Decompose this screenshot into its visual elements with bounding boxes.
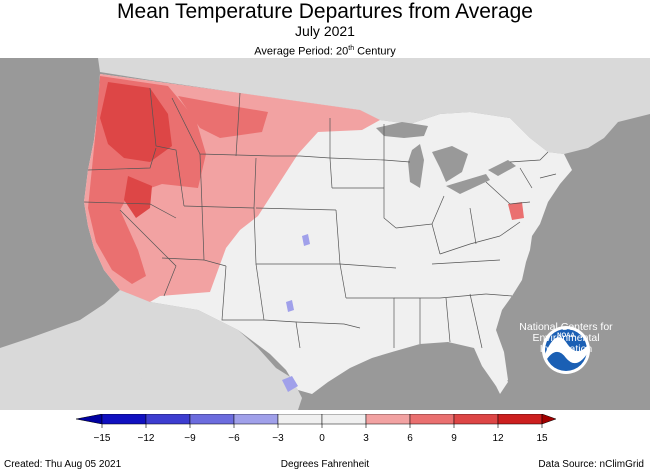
colorbar-under-arrow bbox=[75, 413, 103, 425]
colorbar-tick-label: 3 bbox=[363, 433, 369, 444]
average-period: Average Period: 20th Century bbox=[254, 45, 396, 58]
color-legend: −15 −12 −9 −6 −3 0 3 6 9 12 15 bbox=[75, 413, 557, 448]
map-title: Mean Temperature Departures from Average bbox=[117, 0, 533, 23]
lake-ontario bbox=[488, 160, 516, 176]
cool-spot-oklahoma bbox=[286, 300, 294, 312]
colorbar-cell bbox=[189, 413, 235, 425]
colorbar-cell bbox=[409, 413, 455, 425]
colorbar-over-arrow bbox=[541, 413, 557, 425]
map-subtitle: July 2021 bbox=[295, 23, 355, 39]
colorbar-cell bbox=[497, 413, 543, 425]
mexico-land bbox=[0, 290, 302, 410]
florida-peninsula bbox=[482, 354, 508, 394]
colorbar-tick-label: −12 bbox=[138, 433, 155, 444]
hottest-core bbox=[100, 82, 172, 162]
colorbar-tick-label: −6 bbox=[228, 433, 240, 444]
lake-huron bbox=[432, 146, 468, 182]
noaa-logo-text: NOAA bbox=[557, 333, 575, 339]
temperature-map: NOAA bbox=[0, 58, 650, 410]
colorbar-cell bbox=[453, 413, 499, 425]
colorbar-tick-label: −3 bbox=[272, 433, 284, 444]
cool-spot-texas bbox=[282, 376, 298, 392]
baja-peninsula bbox=[106, 290, 150, 410]
state-boundaries bbox=[83, 87, 557, 349]
colorbar-tick-label: 15 bbox=[536, 433, 548, 444]
lake-erie bbox=[446, 174, 490, 194]
units-label: Degrees Fahrenheit bbox=[280, 459, 370, 470]
colorbar-cell bbox=[101, 413, 147, 425]
colorbar-tick-label: −9 bbox=[184, 433, 196, 444]
colorbar-tick-label: 0 bbox=[319, 433, 325, 444]
colorbar-cell bbox=[277, 413, 323, 425]
colorbar-cell bbox=[145, 413, 191, 425]
hot-region-idaho bbox=[178, 96, 268, 138]
cool-spot-colorado bbox=[302, 234, 310, 246]
colorbar-tick-label: 6 bbox=[407, 433, 413, 444]
colorbar-tick-label: 9 bbox=[451, 433, 457, 444]
colorbar-tick-label: −15 bbox=[94, 433, 111, 444]
colorbar-cell bbox=[365, 413, 411, 425]
noaa-logo: NOAA bbox=[542, 326, 590, 374]
warm-spot-maryland bbox=[508, 202, 524, 220]
data-source: Data Source: nClimGrid bbox=[538, 459, 644, 470]
lake-superior bbox=[376, 122, 428, 138]
colorbar-cell bbox=[233, 413, 279, 425]
lake-michigan bbox=[408, 144, 424, 188]
colorbar-tick-label: 12 bbox=[492, 433, 504, 444]
created-date: Created: Thu Aug 05 2021 bbox=[4, 459, 122, 470]
noaa-caption: National Centers for Environmental Infor… bbox=[519, 321, 613, 355]
canada-land bbox=[0, 58, 650, 154]
colorbar-cell bbox=[321, 413, 367, 425]
hot-core-south bbox=[124, 176, 152, 218]
